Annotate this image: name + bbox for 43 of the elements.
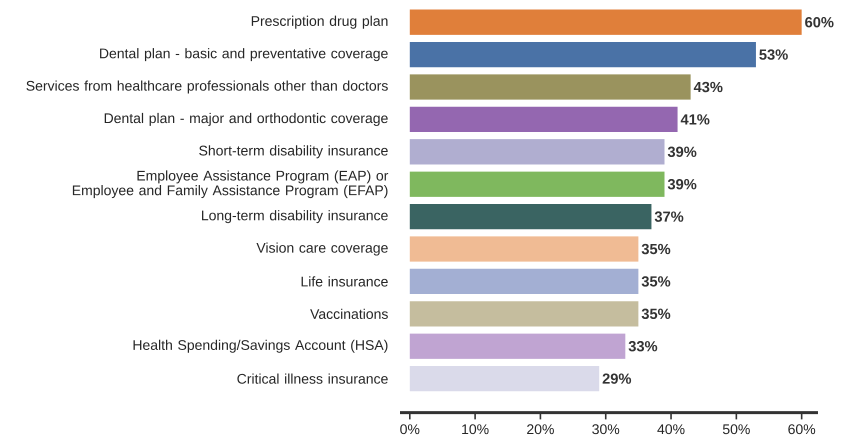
y-tick-label: Long-term disability insurance xyxy=(202,210,388,224)
data-label: 53% xyxy=(759,49,788,60)
y-tick-label: Health Spending/Savings Account (HSA) xyxy=(134,340,388,353)
x-tick-label: 20% xyxy=(527,424,554,434)
y-tick-label: Dental plan - major and orthodontic coverage xyxy=(104,112,388,126)
x-tick-label: 40% xyxy=(657,424,685,434)
bar xyxy=(410,42,756,68)
bar xyxy=(410,366,600,392)
x-tick-label: 0% xyxy=(400,424,420,434)
y-tick-label: Employee Assistance Program (EAP) or Employee and Family Assistance Program (EFAP) xyxy=(72,170,388,198)
data-label: 39% xyxy=(668,146,696,158)
data-label: 41% xyxy=(680,114,710,125)
bar xyxy=(410,204,652,230)
y-tick-label: Vaccinations xyxy=(310,308,388,319)
x-tick-label: 50% xyxy=(722,424,750,434)
bar xyxy=(410,268,638,294)
x-tick-label: 60% xyxy=(788,424,816,434)
data-label: 37% xyxy=(654,211,684,222)
data-label: 33% xyxy=(628,341,658,352)
data-label: 43% xyxy=(694,82,723,92)
y-tick-label: Life insurance xyxy=(302,276,388,287)
data-label: 35% xyxy=(642,244,670,254)
y-tick-label: Dental plan - basic and preventative coverage xyxy=(100,48,388,62)
y-tick-label: Critical illness insurance xyxy=(237,373,388,384)
bar xyxy=(410,172,665,197)
data-label: 35% xyxy=(642,308,670,320)
bar xyxy=(410,301,638,326)
bar xyxy=(410,334,626,359)
bar xyxy=(410,139,665,164)
data-label: 29% xyxy=(602,373,632,384)
x-tick-label: 10% xyxy=(462,424,489,434)
data-label: 60% xyxy=(805,17,834,28)
bar xyxy=(410,106,678,132)
y-tick-label: Short-term disability insurance xyxy=(199,145,388,158)
bar xyxy=(410,74,691,100)
y-tick-label: Prescription drug plan xyxy=(252,16,388,29)
data-label: 39% xyxy=(668,179,696,190)
y-tick-label: Vision care coverage xyxy=(256,242,388,256)
y-tick-label: Services from healthcare professionals other than doctors xyxy=(26,80,388,94)
bar xyxy=(410,10,802,35)
x-tick-label: 30% xyxy=(592,424,620,434)
bar xyxy=(410,236,638,262)
data-label: 35% xyxy=(642,276,670,287)
